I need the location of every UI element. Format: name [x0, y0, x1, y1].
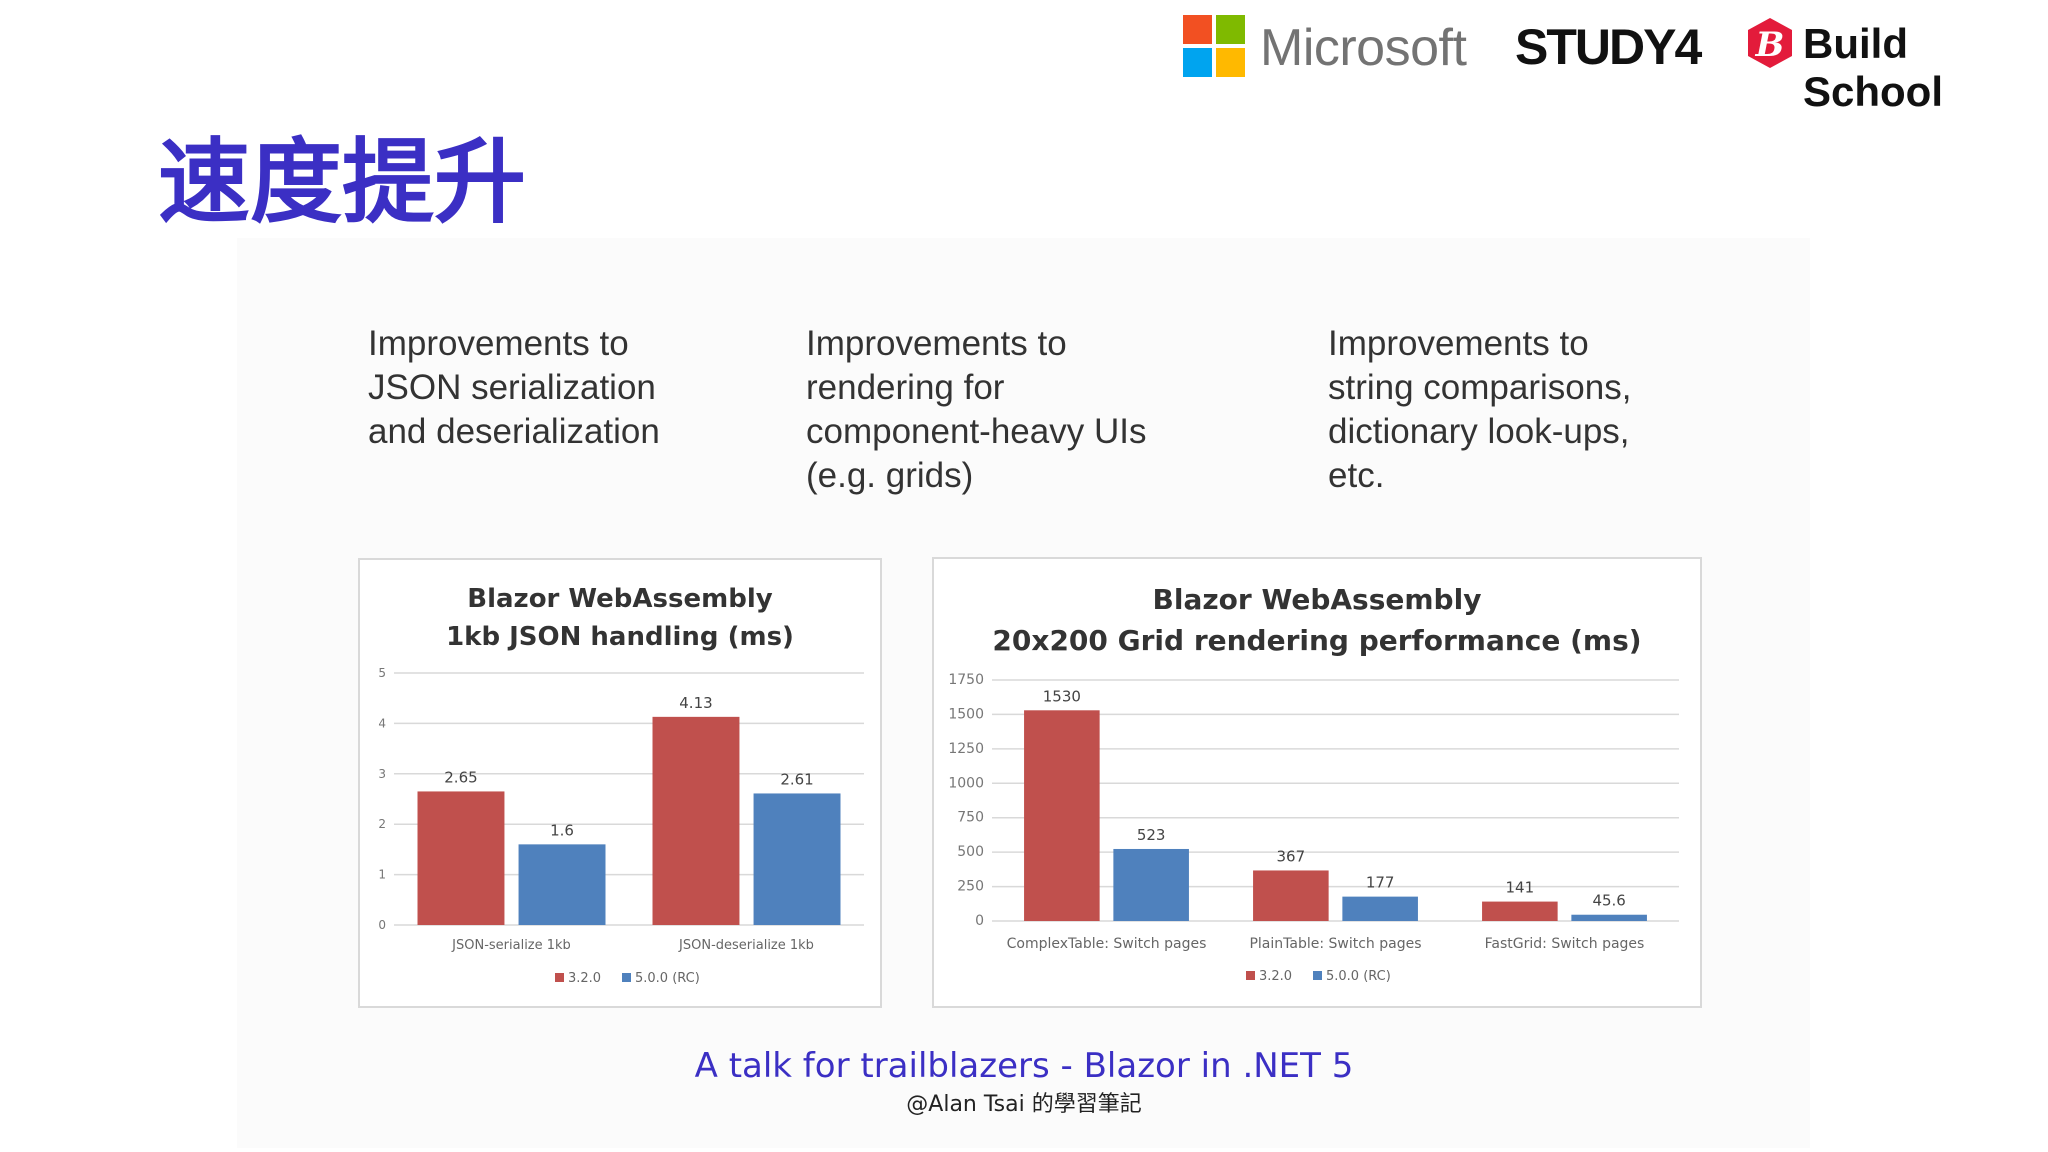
y-tick-label: 2: [378, 817, 386, 831]
x-category-label: PlainTable: Switch pages: [1249, 936, 1421, 952]
chart-grid-rendering: Blazor WebAssembly 20x200 Grid rendering…: [932, 557, 1702, 1008]
data-label: 141: [1506, 879, 1535, 897]
y-tick-label: 1750: [948, 672, 984, 688]
data-label: 45.6: [1592, 892, 1625, 910]
chart-title: Blazor WebAssembly 1kb JSON handling (ms…: [446, 584, 794, 652]
legend-label: 5.0.0 (RC): [635, 971, 700, 986]
y-tick-label: 3: [378, 767, 386, 781]
data-label: 2.65: [444, 768, 477, 786]
data-label: 523: [1137, 826, 1166, 844]
y-tick-label: 250: [957, 879, 984, 895]
chart-plot: 0 1 2 3 4 5 2.65 1.6 JSON-serialize 1kb 4.13 2.61 J…: [378, 666, 864, 986]
bar: [1482, 901, 1558, 921]
chart-plot: 0 250 500 750 1000 1250 1500 1750 1530 523 Complex…: [948, 672, 1679, 984]
data-label: 4.13: [679, 694, 712, 712]
footer-talk-title: A talk for trailblazers - Blazor in .NET…: [694, 1046, 1354, 1086]
data-label: 2.61: [780, 770, 813, 788]
slide-title: 速度提升: [158, 129, 527, 236]
y-tick-label: 1000: [948, 775, 984, 791]
legend-label: 3.2.0: [1259, 969, 1292, 984]
footer-credit: @Alan Tsai 的學習筆記: [906, 1092, 1142, 1117]
data-label: 177: [1366, 874, 1395, 892]
y-tick-label: 4: [378, 716, 386, 730]
bar: [1113, 848, 1189, 921]
build-school-logo-icon: B: [1748, 18, 1792, 68]
chart-title: Blazor WebAssembly 20x200 Grid rendering…: [992, 583, 1642, 657]
data-label: 1.6: [550, 821, 574, 839]
bar: [1024, 710, 1100, 921]
microsoft-logo-icon: [1183, 15, 1245, 77]
svg-text:B: B: [1755, 25, 1785, 65]
y-tick-label: 1500: [948, 706, 984, 722]
description-string-comparisons: Improvements to string comparisons, dict…: [1328, 324, 1632, 495]
x-category-label: JSON-serialize 1kb: [451, 938, 571, 953]
bar: [417, 791, 505, 925]
x-category-label: FastGrid: Switch pages: [1485, 936, 1645, 952]
x-category-label: JSON-deserialize 1kb: [678, 938, 814, 953]
bar: [652, 716, 740, 925]
description-json: Improvements to JSON serialization and d…: [368, 324, 660, 451]
bar: [753, 793, 841, 925]
y-tick-label: 1: [378, 868, 386, 882]
bar: [1253, 870, 1329, 921]
header-logos: Microsoft STUDY4 B Build School: [1180, 14, 2040, 115]
y-tick-label: 5: [378, 666, 386, 680]
y-tick-label: 0: [975, 913, 984, 929]
y-tick-label: 1250: [948, 741, 984, 757]
bar: [518, 844, 606, 925]
microsoft-wordmark: Microsoft: [1260, 19, 1467, 77]
build-school-wordmark: Build School: [1803, 20, 1944, 115]
description-rendering: Improvements to rendering for component-…: [806, 324, 1147, 495]
legend-swatch: [1313, 971, 1322, 980]
y-tick-label: 0: [378, 918, 386, 932]
legend-swatch: [1246, 971, 1255, 980]
legend-label: 5.0.0 (RC): [1326, 969, 1391, 984]
legend-label: 3.2.0: [568, 971, 601, 986]
legend-swatch: [555, 973, 564, 982]
bar: [1342, 896, 1418, 921]
bar: [1571, 914, 1647, 921]
y-tick-label: 500: [957, 844, 984, 860]
chart-json-handling: Blazor WebAssembly 1kb JSON handling (ms…: [358, 558, 882, 1008]
legend-swatch: [622, 973, 631, 982]
data-label: 1530: [1043, 687, 1081, 705]
y-tick-label: 750: [957, 810, 984, 826]
data-label: 367: [1277, 847, 1306, 865]
x-category-label: ComplexTable: Switch pages: [1007, 936, 1207, 952]
study4-logo: STUDY4: [1515, 19, 1702, 75]
